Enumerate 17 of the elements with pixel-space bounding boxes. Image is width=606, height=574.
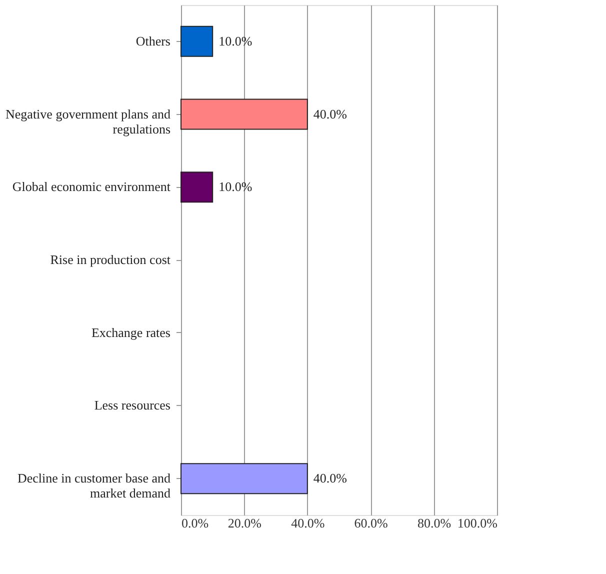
data-label: 10.0% <box>218 179 252 194</box>
y-tick-label: Rise in production cost <box>50 252 171 267</box>
y-tick-label: Less resources <box>94 398 170 413</box>
x-tick-label: 20.0% <box>228 516 262 530</box>
y-tick-label: Negative government plans and regulations <box>6 106 171 136</box>
y-tick-label: Decline in customer base and market demand <box>17 470 171 501</box>
x-tick-label: 0.0% <box>182 516 209 530</box>
x-tick-label: 100.0% <box>457 516 498 530</box>
y-tick-label: Global economic environment <box>12 179 171 194</box>
y-tick-label: Exchange rates <box>91 324 170 340</box>
data-label: 40.0% <box>313 470 348 486</box>
x-tick-label: 80.0% <box>418 516 452 530</box>
y-tick-label: Others <box>136 33 170 48</box>
data-label: 40.0% <box>313 106 348 122</box>
x-tick-label: 60.0% <box>354 516 388 530</box>
data-label: 10.0% <box>218 33 252 48</box>
x-tick-label: 40.0% <box>291 516 325 530</box>
